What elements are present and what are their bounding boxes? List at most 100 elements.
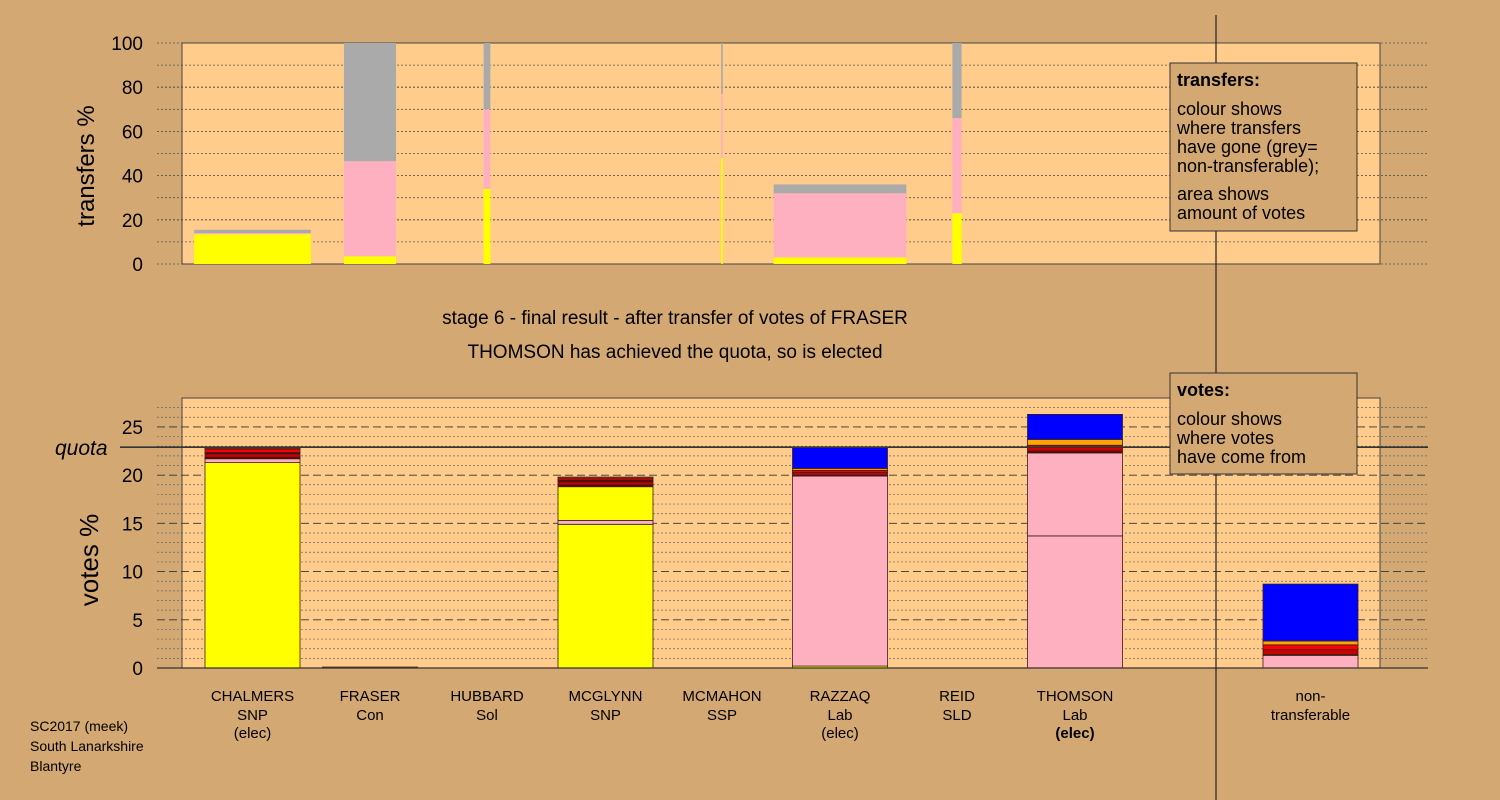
candidate-labels: CHALMERSSNP(elec)FRASERConHUBBARDSolMCGL… [211, 688, 1350, 742]
votes-y-tick-label: 0 [132, 659, 143, 680]
transfer-segment-chalmers-snp [194, 234, 311, 264]
nontransferable-label-line: non- [1295, 688, 1325, 705]
transfers-bars [194, 43, 962, 264]
candidate-party-label: Con [356, 707, 384, 724]
votes-bars [204, 413, 1359, 669]
transfer-segment-chalmers-lab [194, 233, 311, 235]
transfers-legend-box [1169, 62, 1358, 232]
transfers-y-tick-label: 60 [122, 122, 143, 143]
candidate-party-label: SNP [590, 707, 621, 724]
candidate-name-label: MCMAHON [682, 688, 761, 705]
footer-line-3: Blantyre [30, 758, 82, 774]
vote-segment-thomson-con [1027, 413, 1123, 440]
transfers-legend-title: transfers: [1177, 70, 1260, 90]
candidate-name-label: REID [939, 688, 975, 705]
chart-title-line1: stage 6 - final result - after transfer … [442, 308, 908, 329]
transfer-segment-reid-nontransferable [952, 43, 962, 119]
vote-segment-chalmers-snp [204, 462, 301, 669]
transfer-segment-hubbard-lab [483, 109, 491, 189]
transfers-y-tick-label: 80 [122, 78, 143, 99]
candidate-party-label: Sol [476, 707, 498, 724]
transfers-legend-line-5: area shows [1177, 184, 1269, 204]
vote-segment-mcglynn-sol [557, 481, 654, 486]
vote-segment-thomson-lab [1027, 452, 1123, 537]
candidate-elected-label: (elec) [234, 725, 272, 742]
vote-segment-mcglynn-lab [557, 520, 654, 525]
candidate-name-label: RAZZAQ [810, 688, 871, 705]
footer: SC2017 (meek) South Lanarkshire Blantyre [30, 718, 144, 774]
candidate-party-label: SNP [237, 707, 268, 724]
transfer-segment-razzaq-snp [773, 257, 907, 264]
votes-legend-title: votes: [1177, 380, 1230, 400]
votes-y-tick-label: 25 [122, 418, 143, 439]
vote-segment-nontransferable-sol [1262, 649, 1359, 655]
transfers-legend-line-1: colour shows [1177, 99, 1282, 119]
transfer-segment-fraser-lab [343, 161, 397, 257]
candidate-name-label: THOMSON [1037, 688, 1114, 705]
vote-segment-mcglynn-snp [557, 486, 654, 521]
candidate-elected-label: (elec) [1055, 725, 1094, 742]
candidate-elected-label: (elec) [821, 725, 859, 742]
transfers-y-tick-label: 0 [132, 255, 143, 276]
vote-segment-thomson-sld [1027, 439, 1123, 446]
candidate-party-label: SSP [707, 707, 737, 724]
transfer-segment-mcmahon-snp [721, 157, 723, 264]
candidate-name-label: CHALMERS [211, 688, 294, 705]
nontransferable-label-line: transferable [1271, 707, 1350, 724]
transfer-segment-mcmahon-nontransferable [721, 43, 723, 94]
candidate-name-label: FRASER [340, 688, 401, 705]
transfer-segment-fraser-snp [343, 256, 397, 264]
candidate-party-label: SLD [942, 707, 971, 724]
transfer-segment-chalmers-nontransferable [194, 229, 311, 234]
candidate-party-label: Lab [1062, 707, 1087, 724]
vote-segment-nontransferable-ssp [1262, 644, 1359, 651]
transfers-y-tick-label: 40 [122, 167, 143, 188]
votes-legend-box [1169, 372, 1358, 475]
votes-legend-line-2: where votes [1176, 428, 1274, 448]
transfers-legend-line-3: have gone (grey= [1177, 137, 1318, 157]
footer-line-2: South Lanarkshire [30, 738, 144, 754]
candidate-name-label: MCGLYNN [569, 688, 643, 705]
transfers-y-tick-label: 100 [111, 34, 143, 55]
vote-segment-nontransferable-lab [1262, 655, 1359, 669]
transfer-segment-hubbard-snp [483, 188, 491, 264]
chart-title-line2: THOMSON has achieved the quota, so is el… [467, 342, 882, 363]
transfer-segment-reid-lab [952, 118, 962, 214]
transfers-legend: transfers: colour shows where transfers … [1169, 62, 1358, 232]
transfer-segment-reid-snp [952, 213, 962, 264]
transfer-segment-hubbard-nontransferable [483, 43, 491, 110]
transfer-segment-fraser-nontransferable [343, 43, 397, 162]
transfers-legend-line-4: non-transferable); [1177, 156, 1319, 176]
quota-label: quota [55, 437, 108, 460]
votes-y-tick-label: 20 [122, 466, 143, 487]
footer-line-1: SC2017 (meek) [30, 718, 128, 734]
vote-segment-razzaq-sol [792, 471, 888, 476]
transfer-segment-razzaq-nontransferable [773, 184, 907, 194]
votes-y-tick-label: 5 [132, 611, 143, 632]
vote-segment-mcglynn-sld [557, 476, 654, 479]
votes-y-axis-label: votes % [74, 514, 104, 607]
votes-y-tick-label: 10 [122, 563, 143, 584]
transfers-legend-line-2: where transfers [1176, 118, 1301, 138]
votes-legend-line-3: have come from [1177, 447, 1306, 467]
transfers-y-axis-label: transfers % [73, 105, 100, 226]
vote-segment-chalmers-ssp [204, 448, 301, 453]
vote-segment-chalmers-lab [204, 458, 301, 464]
candidate-name-label: HUBBARD [450, 688, 524, 705]
votes-legend-line-1: colour shows [1177, 409, 1282, 429]
transfer-segment-mcmahon-lab [721, 93, 723, 158]
votes-legend: votes: colour shows where votes have com… [1169, 372, 1358, 475]
vote-segment-nontransferable-sld [1262, 640, 1359, 646]
candidate-party-label: Lab [827, 707, 852, 724]
votes-y-tick-label: 15 [122, 514, 143, 535]
vote-segment-razzaq-lab [792, 475, 888, 667]
transfer-segment-razzaq-lab [773, 193, 907, 258]
transfers-y-tick-label: 20 [122, 211, 143, 232]
vote-segment-chalmers-sol [204, 453, 301, 458]
vote-segment-razzaq-con [792, 446, 888, 469]
vote-segment-nontransferable-con [1262, 583, 1359, 642]
vote-segment-mcglynn-snp [557, 523, 654, 669]
vote-segment-thomson-lab [1027, 535, 1123, 669]
transfers-legend-line-6: amount of votes [1177, 203, 1305, 223]
